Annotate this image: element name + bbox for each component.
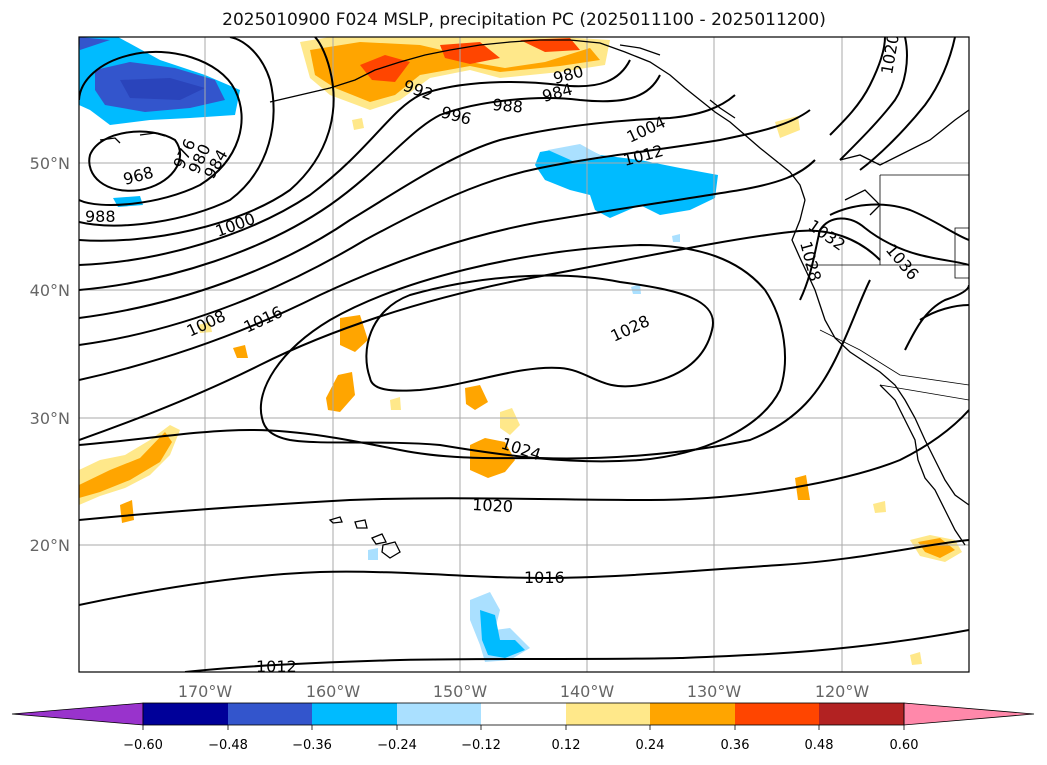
map-frame bbox=[78, 36, 970, 673]
colorbar-tick-label: −0.48 bbox=[208, 738, 248, 753]
colorbar-cell bbox=[11, 702, 144, 726]
colorbar-cell bbox=[650, 703, 735, 725]
lon-tick-labels: 170°W 160°W 150°W 140°W 130°W 120°W bbox=[178, 682, 870, 701]
isobar-label: 1016 bbox=[524, 568, 565, 587]
isobar-label: 988 bbox=[85, 207, 116, 226]
colorbar-cell bbox=[903, 702, 1035, 726]
lon-tick-label: 130°W bbox=[687, 682, 742, 701]
colorbar-tick-label: −0.24 bbox=[377, 738, 417, 753]
colorbar-cell bbox=[228, 703, 312, 725]
colorbar-cell bbox=[397, 703, 481, 725]
colorbar-tick-label: 0.48 bbox=[805, 738, 834, 753]
colorbar: −0.60 −0.48 −0.36 −0.24 −0.12 0.12 0.24 … bbox=[11, 702, 1035, 753]
isobar-label: 1012 bbox=[256, 657, 297, 676]
colorbar-cell bbox=[566, 703, 650, 725]
hawaiian-islands bbox=[328, 516, 401, 559]
state-borders bbox=[805, 174, 969, 401]
lat-tick-label: 50°N bbox=[30, 154, 70, 173]
lat-tick-label: 30°N bbox=[30, 409, 70, 428]
lat-tick-label: 20°N bbox=[30, 536, 70, 555]
colorbar-frame bbox=[142, 702, 905, 726]
colorbar-tick-label: 0.12 bbox=[552, 738, 581, 753]
lon-tick-label: 150°W bbox=[433, 682, 488, 701]
lon-tick-label: 170°W bbox=[178, 682, 233, 701]
colorbar-tick-label: 0.24 bbox=[636, 738, 665, 753]
mslp-isobars bbox=[79, 37, 969, 672]
colorbar-tick-label: −0.36 bbox=[292, 738, 332, 753]
colorbar-cell bbox=[819, 703, 904, 725]
isobar-label: 988 bbox=[492, 95, 524, 117]
colorbar-cell bbox=[481, 703, 566, 725]
graticule bbox=[79, 37, 969, 672]
colorbar-cell bbox=[735, 703, 819, 725]
colorbar-cell bbox=[312, 703, 397, 725]
lon-tick-label: 160°W bbox=[306, 682, 361, 701]
map-area: 968 976 980 984 988 992 996 980 984 988 … bbox=[79, 37, 969, 676]
colorbar-tick-label: −0.60 bbox=[123, 738, 163, 753]
colorbar-tick-label: 0.36 bbox=[721, 738, 750, 753]
lat-tick-label: 40°N bbox=[30, 281, 70, 300]
lat-tick-labels: 50°N 40°N 30°N 20°N bbox=[30, 154, 70, 555]
chart-title: 2025010900 F024 MSLP, precipitation PC (… bbox=[222, 10, 826, 30]
colorbar-tick-label: −0.12 bbox=[461, 738, 501, 753]
colorbar-cell bbox=[143, 703, 228, 725]
lon-tick-label: 120°W bbox=[815, 682, 870, 701]
lon-tick-label: 140°W bbox=[560, 682, 615, 701]
colorbar-tick-label: 0.60 bbox=[890, 738, 919, 753]
precip-positive-shading bbox=[79, 37, 962, 665]
isobar-label: 1020 bbox=[472, 495, 514, 516]
